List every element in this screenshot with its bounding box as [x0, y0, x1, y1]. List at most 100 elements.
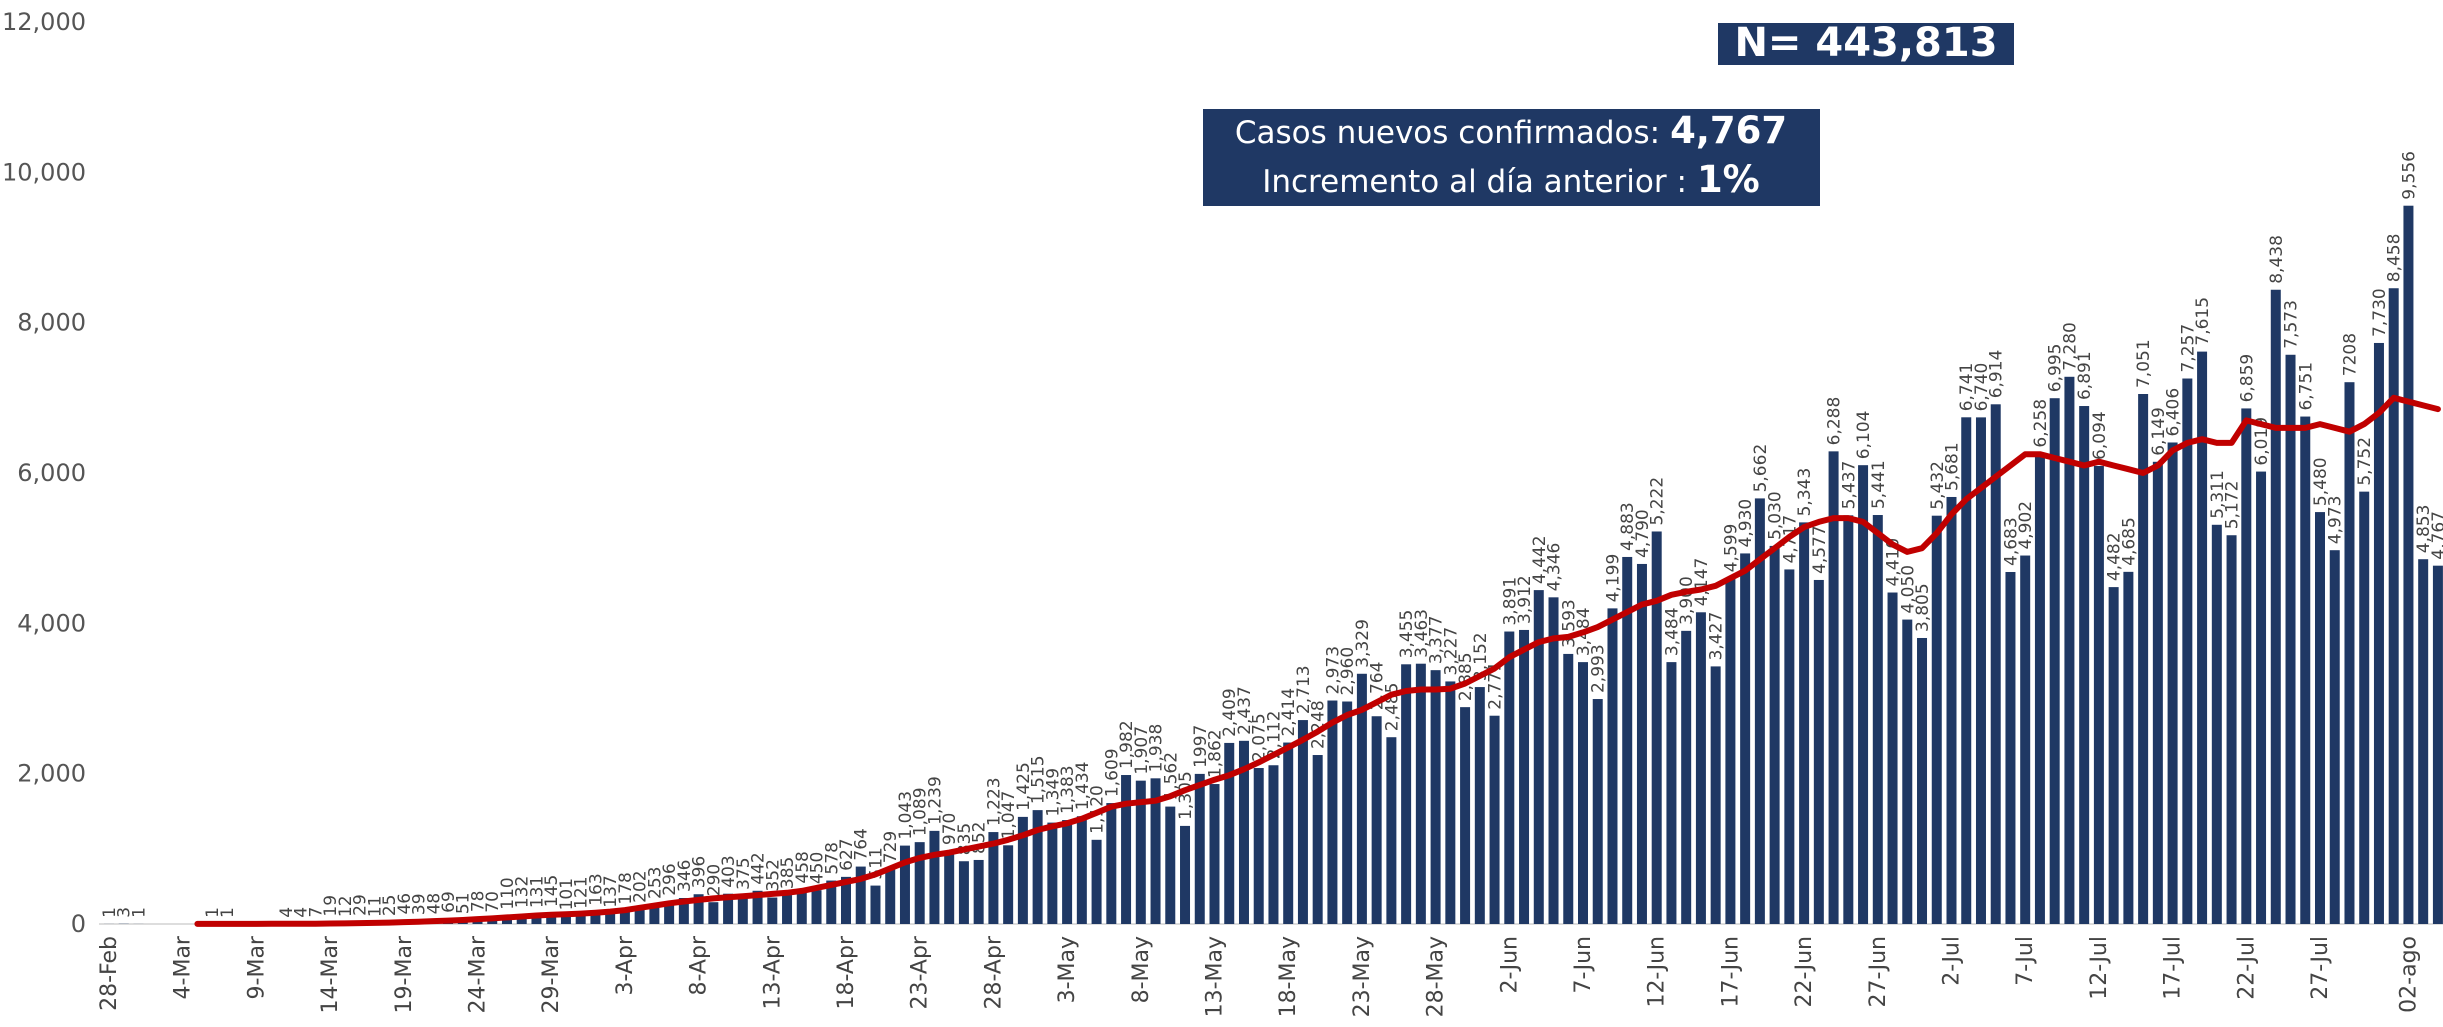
- value-label: 2,414: [1279, 688, 1299, 737]
- value-label: 3,891: [1500, 577, 1520, 626]
- value-label: 6,258: [2031, 399, 2051, 448]
- value-label: 1,089: [911, 787, 931, 836]
- value-label: 6,094: [2090, 411, 2110, 460]
- value-label: 121: [572, 876, 592, 908]
- value-label: 3,912: [1515, 575, 1535, 624]
- bar: [1902, 619, 1913, 924]
- value-label: 6,751: [2296, 362, 2316, 411]
- y-tick-label: 0: [71, 910, 86, 938]
- bar: [1135, 780, 1146, 924]
- x-tick-label: 2-Jun: [1497, 936, 1522, 994]
- bar: [1180, 825, 1191, 924]
- bar: [1047, 822, 1058, 924]
- bar: [1091, 839, 1102, 924]
- value-label: 1,609: [1102, 748, 1122, 797]
- bar: [914, 842, 925, 924]
- value-label: 1997: [1191, 725, 1211, 768]
- value-label: 2,075: [1250, 713, 1270, 762]
- bar: [1003, 845, 1014, 924]
- bar: [2167, 442, 2178, 924]
- bar: [1312, 755, 1323, 924]
- bar: [1887, 592, 1898, 924]
- value-label: 2,437: [1235, 686, 1255, 735]
- bar: [2005, 571, 2016, 924]
- bar: [1297, 720, 1308, 924]
- bar: [1681, 630, 1692, 924]
- value-label: 3,329: [1353, 619, 1373, 668]
- bar: [2359, 491, 2370, 924]
- y-tick-label: 12,000: [2, 8, 86, 36]
- x-tick-label: 23-Apr: [908, 935, 933, 1009]
- x-tick-label: 8-May: [1129, 936, 1154, 1003]
- value-label: 1: [100, 907, 120, 918]
- bar: [2123, 571, 2134, 924]
- bar: [2418, 559, 2429, 924]
- value-label: 1,938: [1147, 724, 1167, 773]
- bar: [1563, 653, 1574, 924]
- value-label: 578: [822, 842, 842, 874]
- value-label: 101: [557, 878, 577, 910]
- bar: [2329, 550, 2340, 924]
- value-label: 5,172: [2223, 481, 2243, 530]
- value-label: 6,406: [2164, 388, 2184, 437]
- value-label: 5,441: [1869, 460, 1889, 509]
- bar: [752, 890, 763, 924]
- value-label: 4,199: [1603, 554, 1623, 603]
- value-label: 4,683: [2001, 517, 2021, 566]
- bar: [855, 866, 866, 924]
- bar: [634, 908, 645, 924]
- value-label: 2,409: [1220, 688, 1240, 737]
- x-tick-label: 13-May: [1203, 936, 1228, 1017]
- bar: [1636, 563, 1647, 924]
- value-label: 5,222: [1648, 477, 1668, 526]
- value-label: 4,147: [1692, 558, 1712, 607]
- value-label: 1,239: [925, 776, 945, 825]
- value-label: 1,515: [1029, 755, 1049, 804]
- bar: [796, 889, 807, 924]
- bar: [1445, 681, 1456, 924]
- bar: [929, 830, 940, 924]
- bar: [1224, 742, 1235, 924]
- bar: [2373, 342, 2384, 924]
- total-annotation: N= 443,813: [1734, 20, 1997, 66]
- bar: [1548, 597, 1559, 924]
- bar: [1622, 556, 1633, 924]
- value-label: 764: [852, 828, 872, 860]
- value-label: 4,442: [1530, 535, 1550, 584]
- value-label: 1,043: [896, 791, 916, 840]
- x-tick-label: 23-May: [1350, 936, 1375, 1017]
- bar: [767, 897, 778, 924]
- bar: [1504, 631, 1515, 924]
- bar: [1754, 498, 1765, 924]
- total-box: [1718, 23, 2014, 65]
- value-label: 7,280: [2060, 322, 2080, 371]
- bar: [1430, 670, 1441, 924]
- value-label: 627: [837, 838, 857, 870]
- bar: [2256, 471, 2267, 924]
- summary-box: [1203, 109, 1820, 206]
- value-label: 5,752: [2355, 437, 2375, 486]
- value-label: 7208: [2340, 333, 2360, 376]
- bar: [1858, 465, 1869, 924]
- bar: [1121, 775, 1132, 924]
- value-label: 7,257: [2178, 324, 2198, 373]
- bar: [1017, 816, 1028, 924]
- bar: [1990, 404, 2001, 924]
- value-label: 145: [542, 875, 562, 907]
- value-label: 458: [793, 851, 813, 883]
- value-label: 4: [277, 907, 297, 918]
- bar: [1489, 715, 1500, 924]
- value-label: 2,112: [1264, 711, 1284, 760]
- value-label: 4,482: [2105, 532, 2125, 581]
- value-label: 6,740: [1972, 363, 1992, 412]
- bar: [1975, 417, 1986, 924]
- bar: [1917, 637, 1928, 924]
- value-label: 6,149: [2149, 407, 2169, 456]
- value-label: 1,907: [1132, 726, 1152, 775]
- value-label: 1,383: [1058, 765, 1078, 814]
- bar: [560, 916, 571, 924]
- x-tick-label: 2-Jul: [1940, 936, 1965, 986]
- bar: [2197, 351, 2208, 924]
- x-tick-label: 27-Jul: [2308, 936, 2333, 1000]
- value-label: 4,883: [1618, 502, 1638, 551]
